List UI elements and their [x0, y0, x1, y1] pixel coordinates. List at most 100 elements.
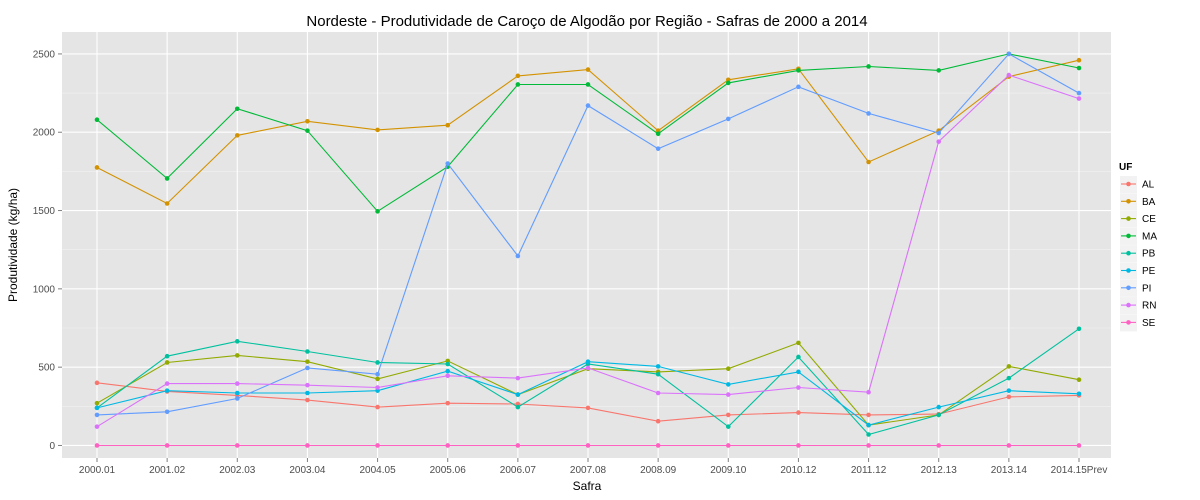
data-point [655, 418, 661, 424]
data-point [515, 73, 521, 79]
legend-key-point [1126, 181, 1131, 187]
y-tick-label: 2000 [33, 128, 56, 139]
data-point [866, 159, 871, 165]
data-point [796, 340, 801, 346]
x-axis-label: Safra [573, 479, 602, 493]
data-point [164, 443, 170, 448]
data-point [375, 443, 380, 448]
data-point [866, 443, 871, 448]
data-point [445, 122, 451, 128]
data-point [725, 366, 731, 372]
data-point [515, 392, 521, 397]
data-point [585, 359, 591, 364]
data-point [796, 410, 801, 415]
data-point [305, 359, 310, 364]
data-point [94, 443, 100, 448]
x-tick-label: 2011.12 [851, 465, 887, 476]
y-tick-label: 500 [38, 363, 55, 374]
data-point [725, 80, 731, 86]
legend-item-pb: PB [1120, 245, 1156, 263]
x-tick-label: 2004.05 [359, 465, 396, 476]
x-tick-label: 2005.06 [430, 465, 467, 476]
data-point [234, 396, 240, 401]
legend-item-pi: PI [1120, 279, 1151, 297]
data-point [445, 400, 451, 406]
data-point [515, 375, 521, 381]
data-point [655, 443, 661, 448]
data-point [305, 365, 310, 371]
data-point [796, 385, 801, 390]
data-point [305, 118, 310, 124]
legend-label: PE [1142, 266, 1156, 277]
data-point [936, 412, 942, 418]
x-tick-label: 2002.03 [219, 465, 256, 476]
y-axis-label: Produtividade (kg/ha) [6, 188, 20, 302]
data-point [936, 139, 942, 144]
data-point [866, 64, 871, 69]
data-point [234, 443, 240, 448]
legend-label: SE [1142, 318, 1156, 329]
legend-label: BA [1142, 197, 1156, 208]
data-point [585, 365, 591, 371]
legend-key-point [1126, 320, 1131, 325]
data-point [655, 146, 661, 151]
data-point [1006, 364, 1012, 369]
y-tick-label: 0 [49, 441, 55, 452]
data-point [725, 116, 731, 122]
data-point [94, 400, 100, 406]
data-point [164, 201, 170, 206]
series-ma [94, 51, 1082, 214]
data-point [655, 364, 661, 369]
data-point [375, 376, 380, 382]
x-tick-label: 2006.07 [500, 465, 537, 476]
y-tick-label: 1500 [33, 206, 56, 217]
legend-item-ce: CE [1120, 210, 1156, 228]
data-point [936, 404, 942, 410]
data-point [585, 82, 591, 87]
legend-label: RN [1142, 301, 1156, 312]
data-point [515, 253, 521, 259]
data-point [234, 106, 240, 112]
data-point [1006, 375, 1012, 381]
legend-key-point [1126, 233, 1131, 239]
legend-key-point [1126, 250, 1131, 256]
data-point [234, 339, 240, 344]
data-point [515, 82, 521, 87]
data-point [234, 133, 240, 138]
legend-label: PB [1142, 249, 1156, 260]
data-point [796, 369, 801, 375]
data-point [164, 388, 170, 393]
data-point [725, 392, 731, 397]
legend-key-point [1126, 199, 1131, 204]
data-point [936, 68, 942, 73]
legend-item-ba: BA [1120, 193, 1156, 211]
legend-key-point [1126, 268, 1131, 273]
legend-item-rn: RN [1120, 297, 1156, 315]
series-pb [94, 326, 1082, 437]
data-point [305, 443, 310, 448]
data-point [585, 103, 591, 108]
data-point [234, 381, 240, 386]
data-point [305, 397, 310, 403]
data-point [1076, 65, 1082, 71]
data-point [94, 165, 100, 170]
series-layer [94, 51, 1082, 448]
legend-item-pe: PE [1120, 262, 1156, 280]
data-point [866, 389, 871, 395]
data-point [234, 353, 240, 358]
data-point [375, 127, 380, 133]
legend-label: MA [1142, 231, 1157, 242]
data-point [164, 360, 170, 365]
data-point [655, 131, 661, 137]
data-point [796, 68, 801, 73]
data-point [1006, 72, 1012, 78]
data-point [1076, 443, 1082, 448]
legend-item-ma: MA [1120, 227, 1157, 245]
legend-key-point [1126, 302, 1131, 308]
data-point [94, 380, 100, 386]
x-tick-label: 2012.13 [921, 465, 958, 476]
x-tick-label: 2000.01 [79, 465, 116, 476]
data-point [375, 404, 380, 410]
data-point [94, 405, 100, 411]
